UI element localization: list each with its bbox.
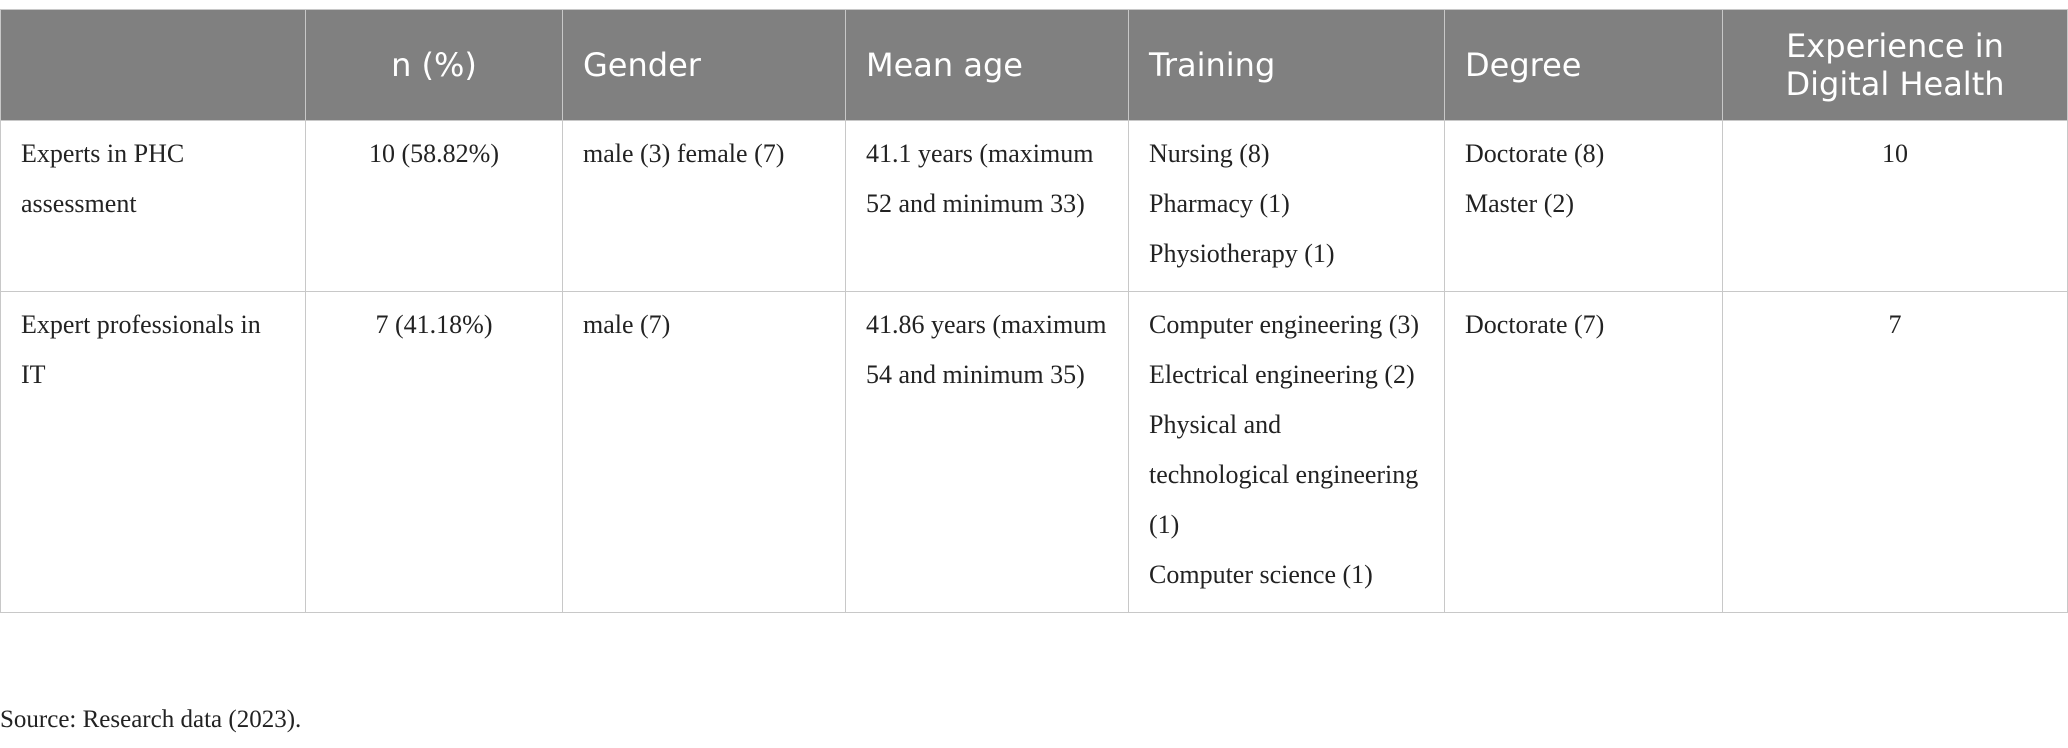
table-cell: male (7) (562, 291, 846, 613)
cell-line: Pharmacy (1) (1149, 189, 1290, 218)
cell-line: 7 (41.18%) (375, 310, 493, 339)
cell-line: male (3) female (7) (583, 139, 785, 168)
cell-line: Physiotherapy (1) (1149, 239, 1335, 268)
cell-line: Expert professionals in IT (21, 310, 261, 389)
table-cell: Computer engineering (3) Electrical engin… (1128, 291, 1445, 613)
cell-line: Doctorate (8) (1465, 139, 1605, 168)
table-cell: 10 (1722, 120, 2068, 292)
cell-line: 41.86 years (maximum 54 and minimum 35) (866, 310, 1107, 389)
header-cell: n (%) (305, 9, 563, 121)
table-cell: 10 (58.82%) (305, 120, 563, 292)
cell-line: Doctorate (7) (1465, 310, 1605, 339)
header-cell: Mean age (845, 9, 1129, 121)
header-cell: Degree (1444, 9, 1723, 121)
table-cell: 41.1 years (maximum 52 and minimum 33) (845, 120, 1129, 292)
cell-line: Master (2) (1465, 189, 1575, 218)
table-cell: male (3) female (7) (562, 120, 846, 292)
header-cell: Experience in Digital Health (1722, 9, 2068, 121)
header-row: n (%) Gender Mean age Training Degree Experie… (0, 9, 2068, 121)
cell-line: 10 (58.82%) (369, 139, 499, 168)
table-cell: 7 (41.18%) (305, 291, 563, 613)
cell-line: Computer science (1) (1149, 560, 1373, 589)
cell-line: Computer engineering (3) (1149, 310, 1420, 339)
table-body: Experts in PHC assessment 10 (58.82%) male… (0, 120, 2068, 613)
footnote: Source: Research data (2023). (0, 706, 302, 733)
cell-line: Electrical engineering (2) (1149, 360, 1415, 389)
header-cell (0, 9, 306, 121)
table-cell: 7 (1722, 291, 2068, 613)
table-cell: Doctorate (7) (1444, 291, 1723, 613)
cell-line: Physical and technological engineering (… (1149, 410, 1419, 539)
cell-line: Nursing (8) (1149, 139, 1270, 168)
header-cell: Training (1128, 9, 1445, 121)
cell-line: 10 (1882, 139, 1908, 168)
data-table: n (%) Gender Mean age Training Degree Experie… (0, 9, 2068, 613)
table-row: Expert professionals in IT 7 (41.18%) male… (0, 291, 2068, 613)
header-cell: Gender (562, 9, 846, 121)
table-cell: Doctorate (8) Master (2) (1444, 120, 1723, 292)
table-row: Experts in PHC assessment 10 (58.82%) male… (0, 120, 2068, 292)
cell-line: 7 (1888, 310, 1902, 339)
table-cell: Experts in PHC assessment (0, 120, 306, 292)
table-cell: Nursing (8) Pharmacy (1) Physiotherapy (1) (1128, 120, 1445, 292)
cell-line: male (7) (583, 310, 671, 339)
cell-line: Experts in PHC assessment (21, 139, 185, 218)
table-cell: Expert professionals in IT (0, 291, 306, 613)
cell-line: 41.1 years (maximum 52 and minimum 33) (866, 139, 1094, 218)
table-cell: 41.86 years (maximum 54 and minimum 35) (845, 291, 1129, 613)
